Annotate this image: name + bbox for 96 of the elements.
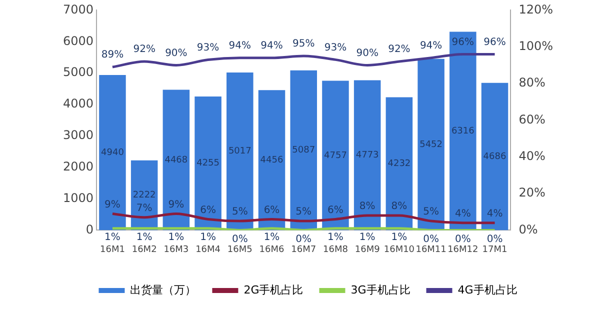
- data-label: 94%: [420, 40, 442, 52]
- y-tick-label: 4000: [62, 96, 94, 111]
- data-label: 5%: [232, 206, 248, 218]
- bar: [162, 90, 190, 230]
- data-label: 2222: [132, 190, 156, 201]
- data-label: 4456: [260, 156, 284, 166]
- x-tick-label: 16M6: [259, 244, 284, 255]
- bar: [481, 82, 508, 230]
- data-label: 1%: [391, 232, 408, 243]
- x-tick-label: 16M9: [354, 244, 380, 255]
- data-label: 93%: [196, 42, 220, 54]
- x-tick-label: 16M10: [384, 244, 415, 255]
- x-tick-label: 16M3: [164, 244, 189, 255]
- data-label: 5087: [292, 146, 316, 156]
- y2-tick-label: 20%: [518, 186, 546, 200]
- x-tick-label: 16M11: [416, 244, 446, 255]
- data-label: 0%: [296, 234, 312, 245]
- legend-label: 3G手机占比: [350, 283, 410, 296]
- data-label: 9%: [168, 199, 184, 210]
- data-label: 4773: [356, 150, 379, 161]
- legend-label: 4G手机占比: [458, 283, 518, 296]
- data-label: 1%: [264, 232, 280, 243]
- data-label: 5%: [423, 206, 439, 218]
- data-label: 4468: [164, 155, 188, 166]
- data-label: 4940: [101, 148, 124, 158]
- legend-label: 出货量（万）: [130, 283, 196, 296]
- bar: [322, 80, 349, 230]
- y-tick-label: 5000: [62, 65, 94, 80]
- data-label: 1%: [359, 232, 376, 243]
- data-label: 90%: [356, 48, 378, 59]
- x-tick-label: 16M5: [227, 244, 252, 255]
- y-tick-label: 3000: [62, 128, 94, 142]
- data-label: 1%: [104, 232, 120, 243]
- data-label: 8%: [391, 201, 408, 212]
- data-label: 89%: [101, 50, 124, 61]
- y-tick-label: 2000: [62, 159, 94, 174]
- bar: [99, 74, 126, 230]
- data-label: 4%: [454, 208, 471, 220]
- data-label: 0%: [486, 234, 503, 245]
- data-label: 96%: [484, 36, 506, 48]
- y-tick-label: 1000: [62, 190, 94, 205]
- data-label: 5%: [296, 206, 312, 218]
- data-label: 94%: [260, 40, 283, 52]
- data-label: 4757: [324, 150, 347, 161]
- data-label: 96%: [452, 36, 474, 48]
- data-label: 94%: [228, 40, 252, 52]
- data-label: 0%: [232, 234, 248, 245]
- data-label: 6%: [328, 204, 344, 216]
- data-label: 93%: [324, 42, 347, 54]
- x-tick-label: 17M1: [482, 244, 508, 255]
- data-label: 1%: [200, 232, 216, 243]
- data-label: 8%: [359, 201, 376, 212]
- x-tick-label: 16M2: [132, 244, 157, 255]
- data-label: 5017: [228, 146, 252, 157]
- bar: [226, 72, 254, 230]
- data-label: 4686: [483, 152, 506, 162]
- y2-tick-label: 100%: [518, 38, 554, 53]
- legend-label: 2G手机占比: [244, 283, 304, 296]
- data-label: 6%: [264, 204, 280, 216]
- data-label: 4232: [388, 159, 411, 170]
- data-label: 5452: [420, 140, 442, 150]
- data-label: 92%: [388, 44, 410, 56]
- x-tick-label: 16M1: [100, 244, 125, 255]
- bar: [290, 70, 317, 230]
- y2-tick-label: 80%: [518, 76, 546, 90]
- y2-tick-label: 120%: [518, 2, 554, 16]
- data-label: 90%: [165, 48, 188, 59]
- data-label: 92%: [133, 44, 156, 56]
- bar: [450, 32, 476, 230]
- data-label: 1%: [328, 232, 344, 243]
- y-tick-label: 7000: [62, 2, 94, 16]
- bar: [418, 58, 444, 230]
- y-tick-label: 6000: [62, 34, 94, 48]
- bar: [258, 90, 286, 230]
- y2-tick-label: 60%: [518, 112, 546, 126]
- y-tick-label: 0: [86, 222, 94, 236]
- data-label: 95%: [292, 38, 315, 50]
- x-tick-label: 16M12: [448, 244, 478, 255]
- data-label: 6%: [200, 204, 216, 216]
- data-label: 4%: [486, 208, 503, 220]
- data-label: 1%: [136, 232, 152, 243]
- y2-tick-label: 40%: [518, 148, 546, 163]
- data-label: 0%: [454, 234, 471, 245]
- data-label: 6316: [451, 126, 475, 136]
- x-tick-label: 16M4: [196, 244, 221, 255]
- data-label: 4255: [196, 158, 220, 169]
- data-label: 0%: [423, 234, 439, 245]
- data-label: 7%: [136, 202, 152, 214]
- bar: [194, 96, 222, 230]
- x-tick-label: 16M7: [291, 244, 316, 255]
- bar: [354, 80, 381, 230]
- bar: [386, 97, 413, 230]
- x-tick-label: 16M8: [323, 244, 348, 255]
- data-label: 1%: [168, 232, 184, 243]
- y2-tick-label: 0%: [518, 222, 538, 236]
- data-label: 9%: [104, 199, 120, 210]
